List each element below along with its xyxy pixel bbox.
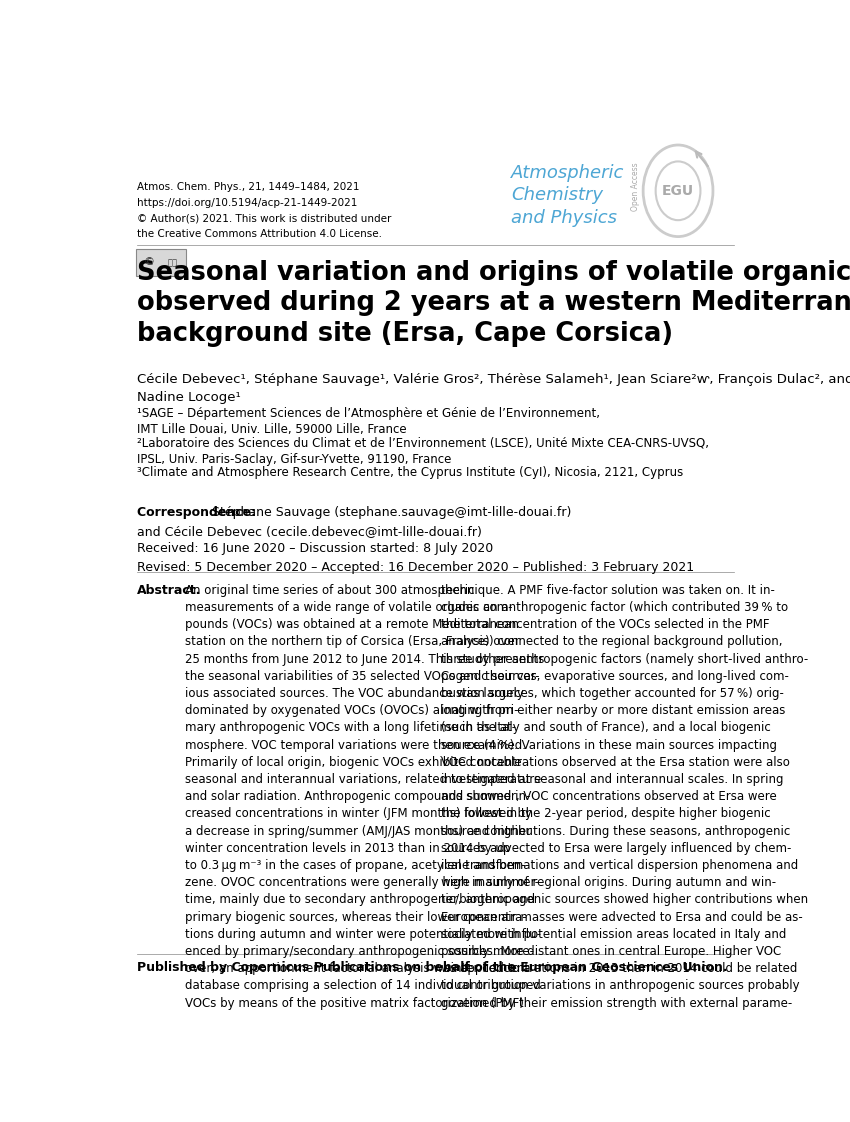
Text: Received: 16 June 2020 – Discussion started: 8 July 2020: Received: 16 June 2020 – Discussion star…	[137, 542, 494, 555]
Text: and Cécile Debevec (cecile.debevec@imt-lille-douai.fr): and Cécile Debevec (cecile.debevec@imt-l…	[137, 525, 482, 539]
Text: Revised: 5 December 2020 – Accepted: 16 December 2020 – Published: 3 February 20: Revised: 5 December 2020 – Accepted: 16 …	[137, 561, 694, 574]
Text: ³Climate and Atmosphere Research Centre, the Cyprus Institute (CyI), Nicosia, 21: ³Climate and Atmosphere Research Centre,…	[137, 466, 683, 478]
Text: Correspondence:: Correspondence:	[137, 506, 261, 519]
Text: ²Laboratoire des Sciences du Climat et de l’Environnement (LSCE), Unité Mixte CE: ²Laboratoire des Sciences du Climat et d…	[137, 436, 709, 466]
Text: © Author(s) 2021. This work is distributed under: © Author(s) 2021. This work is distribut…	[137, 213, 392, 223]
Text: Cécile Debevec¹, Stéphane Sauvage¹, Valérie Gros², Thérèse Salameh¹, Jean Sciare: Cécile Debevec¹, Stéphane Sauvage¹, Valé…	[137, 374, 850, 404]
FancyBboxPatch shape	[136, 249, 186, 276]
Text: the Creative Commons Attribution 4.0 License.: the Creative Commons Attribution 4.0 Lic…	[137, 229, 382, 239]
Text: Atmos. Chem. Phys., 21, 1449–1484, 2021: Atmos. Chem. Phys., 21, 1449–1484, 2021	[137, 182, 360, 192]
Text: Open Access: Open Access	[631, 163, 639, 211]
Text: ¹SAGE – Département Sciences de l’Atmosphère et Génie de l’Environnement,
IMT Li: ¹SAGE – Département Sciences de l’Atmosp…	[137, 407, 600, 436]
Text: Seasonal variation and origins of volatile organic compounds
observed during 2 y: Seasonal variation and origins of volati…	[137, 260, 850, 347]
Text: ⓑⓓ: ⓑⓓ	[167, 258, 178, 267]
Text: https://doi.org/10.5194/acp-21-1449-2021: https://doi.org/10.5194/acp-21-1449-2021	[137, 197, 358, 208]
Text: ©: ©	[144, 258, 155, 267]
Text: Stéphane Sauvage (stephane.sauvage@imt-lille-douai.fr): Stéphane Sauvage (stephane.sauvage@imt-l…	[212, 506, 572, 519]
Text: Chemistry: Chemistry	[512, 186, 604, 204]
Text: Atmospheric: Atmospheric	[512, 164, 625, 182]
Text: and Physics: and Physics	[512, 209, 617, 227]
Text: Abstract.: Abstract.	[137, 583, 201, 597]
Text: Published by Copernicus Publications on behalf of the European Geosciences Union: Published by Copernicus Publications on …	[137, 960, 728, 974]
Text: technique. A PMF five-factor solution was taken on. It in-
cludes an anthropogen: technique. A PMF five-factor solution wa…	[441, 583, 808, 1010]
Text: An original time series of about 300 atmospheric
measurements of a wide range of: An original time series of about 300 atm…	[184, 583, 544, 1010]
Text: EGU: EGU	[662, 184, 694, 197]
